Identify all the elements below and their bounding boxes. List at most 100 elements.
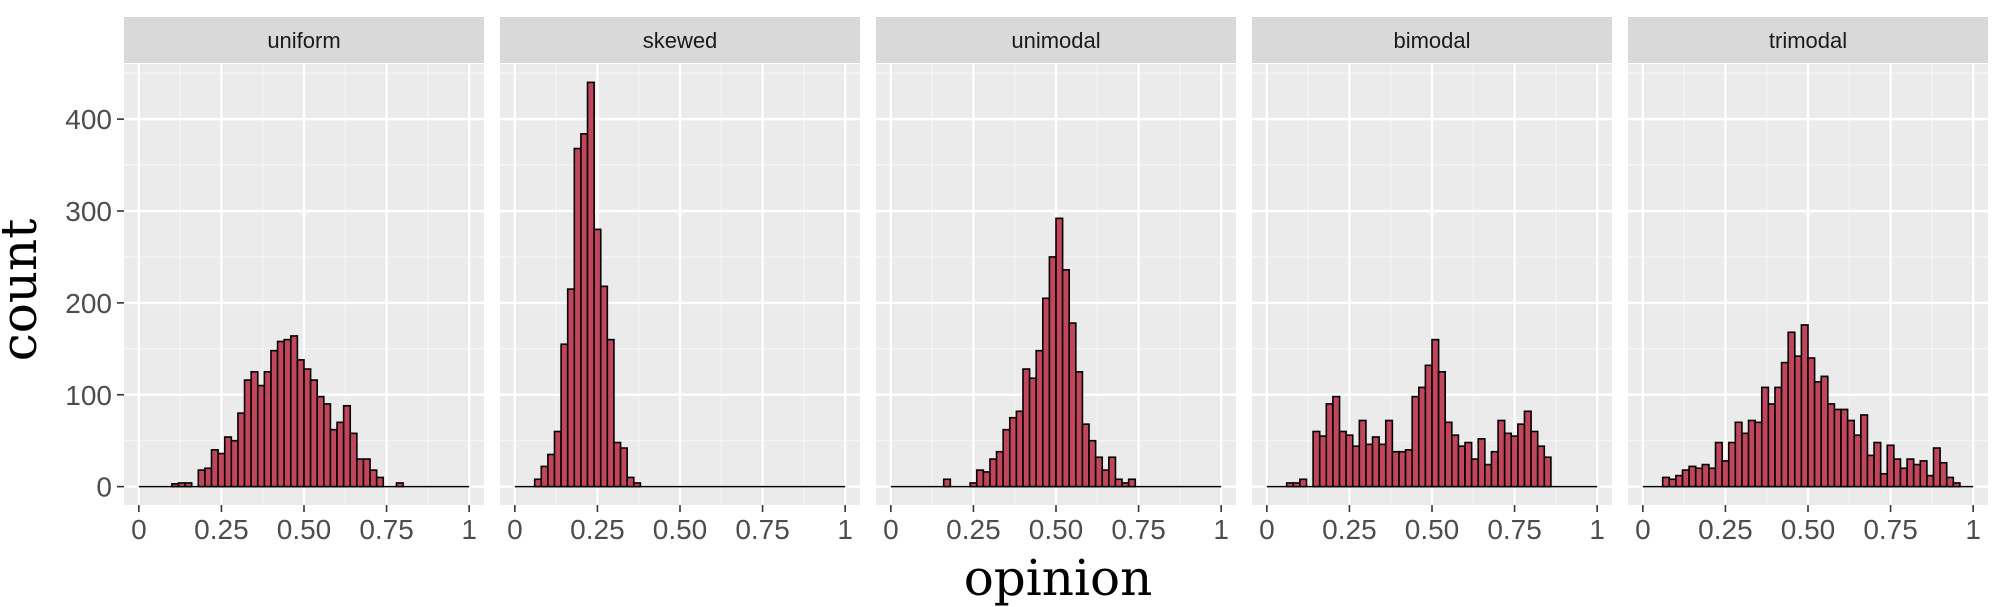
x-tick-label: 0.75 <box>359 514 414 545</box>
histogram-bar <box>336 421 345 488</box>
histogram-bar <box>1008 416 1018 488</box>
histogram-bar <box>1899 467 1908 488</box>
histogram-bar <box>553 430 562 488</box>
histogram-bar <box>349 432 358 488</box>
histogram-bar <box>1774 386 1783 488</box>
x-tick-label: 0.75 <box>735 514 790 545</box>
histogram-bar <box>1411 395 1420 488</box>
histogram-bar <box>566 288 576 488</box>
histogram-bar <box>995 450 1004 488</box>
histogram-bar <box>1675 474 1684 488</box>
histogram-bar <box>1431 338 1440 488</box>
histogram-bar <box>1345 434 1354 488</box>
histogram-bar <box>1661 476 1671 488</box>
histogram-bar <box>1041 297 1051 488</box>
histogram-bar <box>395 482 404 488</box>
histogram-bar <box>1734 421 1743 488</box>
histogram-bar <box>1747 419 1756 488</box>
histogram-bar <box>1325 403 1334 488</box>
facet-panels: uniform 0 0.25 0.50 0.75 1 skewed 0 0.25 0.50 0.75… <box>124 17 1988 545</box>
histogram-bar <box>1088 439 1097 488</box>
x-tick-label: 0.25 <box>946 514 1001 545</box>
y-axis-title: count <box>0 219 48 362</box>
histogram-bar <box>1075 370 1084 488</box>
histogram-bar <box>1384 419 1394 488</box>
histogram-bar <box>1068 322 1077 488</box>
histogram-bar <box>1338 430 1347 488</box>
histogram-bar <box>969 482 978 488</box>
histogram-bar <box>1061 268 1071 488</box>
y-tick-label: 0 <box>96 472 112 503</box>
histogram-bar <box>1906 458 1915 488</box>
histogram-bar <box>1127 478 1137 488</box>
x-tick-label: 1 <box>837 514 853 545</box>
histogram-bar <box>204 467 213 488</box>
histogram-bar <box>1391 450 1400 488</box>
histogram-bar <box>1886 444 1895 488</box>
histogram-bar <box>942 478 952 488</box>
x-tick-label: 1 <box>1965 514 1981 545</box>
histogram-bar <box>1681 469 1690 488</box>
histogram-bar <box>316 395 325 488</box>
facet-strip-label: skewed <box>643 28 718 53</box>
histogram-bar <box>1503 432 1513 488</box>
x-tick-label: 0.25 <box>1322 514 1377 545</box>
histogram-bar <box>303 368 312 488</box>
histogram-bar <box>626 476 635 488</box>
histogram-bar <box>1813 381 1823 488</box>
facet-panel-trimodal: trimodal 0 0.25 0.50 0.75 1 <box>1628 17 1988 545</box>
facet-strip-label: unimodal <box>1011 28 1100 53</box>
x-tick-label: 0 <box>131 514 147 545</box>
histogram-bar <box>586 81 595 488</box>
histogram-bar <box>1523 410 1532 488</box>
histogram-bar <box>547 453 556 488</box>
histogram-bar <box>975 469 985 488</box>
histogram-bar <box>1833 408 1842 488</box>
histogram-bar <box>1952 482 1961 488</box>
histogram-bar <box>1437 370 1447 488</box>
histogram-bar <box>989 458 998 488</box>
histogram-bar <box>1081 423 1090 488</box>
histogram-bar <box>1893 458 1902 488</box>
histogram-bar <box>1668 478 1677 488</box>
y-axis: 0 100 200 300 400 <box>65 104 124 503</box>
histogram-bar <box>1484 463 1493 488</box>
histogram-bar <box>1846 419 1856 488</box>
histogram-bar <box>1741 432 1750 488</box>
histogram-bar <box>1477 438 1486 488</box>
histogram-bar <box>1035 349 1044 488</box>
histogram-bar <box>1517 423 1526 488</box>
histogram-bar <box>1378 443 1387 488</box>
y-tick-label: 300 <box>65 196 112 227</box>
histogram-bar <box>632 482 642 488</box>
histogram-bar <box>1780 361 1789 488</box>
histogram-bar <box>1351 445 1361 488</box>
histogram-bar <box>613 441 622 488</box>
histogram-bar <box>1444 421 1453 488</box>
x-tick-label: 0 <box>1635 514 1651 545</box>
histogram-bar <box>1701 463 1710 488</box>
x-tick-label: 0.50 <box>1029 514 1084 545</box>
facet-strip-label: uniform <box>267 28 340 53</box>
histogram-bar <box>171 483 180 488</box>
histogram-bar <box>1840 408 1849 488</box>
histogram-bar <box>283 338 292 488</box>
facet-strip <box>876 17 1236 63</box>
histogram-bar <box>593 228 602 488</box>
x-tick-label: 0.50 <box>277 514 332 545</box>
histogram-bar <box>250 370 259 488</box>
histogram-bar <box>1490 450 1499 488</box>
histogram-bar <box>580 133 589 488</box>
histogram-bar <box>1404 449 1413 488</box>
histogram-bar <box>1424 364 1433 488</box>
histogram-bar <box>1114 478 1123 488</box>
histogram-bar <box>1820 375 1829 488</box>
x-tick-label: 0.25 <box>1698 514 1753 545</box>
y-tick-label: 200 <box>65 288 112 319</box>
histogram-bar <box>1470 458 1480 488</box>
histogram-bar <box>356 458 365 488</box>
facet-strip-label: trimodal <box>1769 28 1847 53</box>
histogram-bar <box>342 404 352 488</box>
histogram-bar <box>1714 441 1723 488</box>
histogram-bar <box>323 403 332 488</box>
